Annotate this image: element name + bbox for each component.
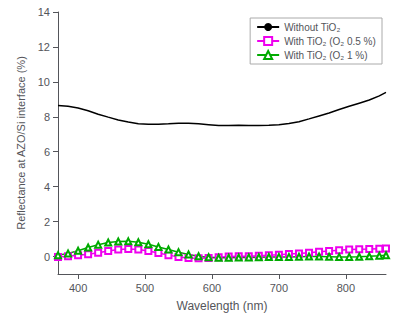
svg-text:8: 8: [44, 111, 50, 123]
svg-text:0: 0: [44, 251, 50, 263]
svg-text:Wavelength (nm): Wavelength (nm): [177, 299, 268, 313]
svg-text:Without TiO₂: Without TiO₂: [284, 22, 340, 33]
svg-text:800: 800: [337, 282, 355, 294]
svg-text:400: 400: [69, 282, 87, 294]
svg-text:2: 2: [44, 216, 50, 228]
svg-text:600: 600: [203, 282, 221, 294]
svg-text:12: 12: [38, 41, 50, 53]
svg-text:With TiO₂ (O₂ 1 %): With TiO₂ (O₂ 1 %): [284, 50, 367, 61]
svg-text:With TiO₂ (O₂ 0.5 %): With TiO₂ (O₂ 0.5 %): [284, 36, 376, 47]
svg-text:Reflectance at AZO/Si interfac: Reflectance at AZO/Si interface (%): [15, 56, 27, 230]
svg-text:6: 6: [44, 146, 50, 158]
svg-text:700: 700: [270, 282, 288, 294]
svg-text:10: 10: [38, 76, 50, 88]
svg-text:4: 4: [44, 181, 50, 193]
svg-text:500: 500: [136, 282, 154, 294]
svg-text:14: 14: [38, 6, 50, 18]
